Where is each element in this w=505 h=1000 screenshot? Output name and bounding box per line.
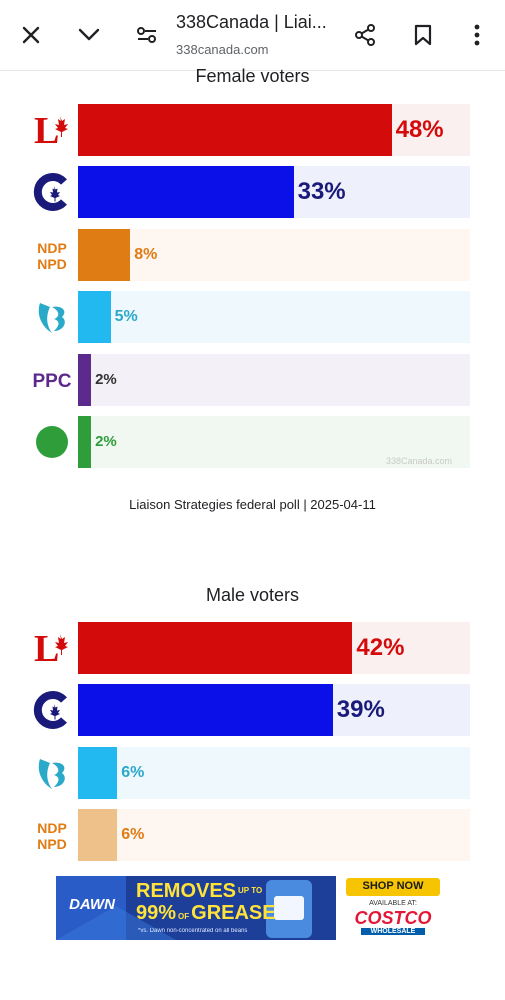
page-title: 338Canada | Liai... <box>176 12 327 32</box>
bar-ndp <box>78 228 131 281</box>
bar-ndp <box>78 809 118 862</box>
bar-label-lpc: 42% <box>356 634 405 661</box>
bookmark-icon[interactable] <box>406 18 440 52</box>
ad-headline-sup1: UP TO <box>238 886 263 895</box>
party-logo-cpc-icon <box>28 686 76 734</box>
svg-text:PPC: PPC <box>32 371 71 392</box>
bar-row: 6% <box>78 746 470 799</box>
ad-headline: REMOVES UP TO 99% OF GREASE <box>136 880 276 928</box>
bar-label-bq: 6% <box>121 763 145 781</box>
ad-banner[interactable]: DAWN REMOVES UP TO 99% OF GREASE *vs. Dawn … <box>56 876 448 940</box>
svg-text:L: L <box>34 110 59 150</box>
bar-row: 33% <box>78 166 470 219</box>
bar-row: 39% <box>78 684 470 737</box>
bar-row: 5% <box>78 291 470 344</box>
party-logo-ppc-icon: PPC <box>28 356 76 404</box>
party-logo-ndp-icon: NDP NPD <box>28 811 76 859</box>
bar-row: 2% <box>78 353 470 406</box>
poll-caption: Liaison Strategies federal poll | 2025-0… <box>129 497 376 512</box>
watermark: 338Canada.com <box>386 456 453 466</box>
svg-text:NPD: NPD <box>37 836 67 852</box>
ad-headline-line1: REMOVES <box>136 880 237 902</box>
chevron-down-icon[interactable] <box>72 18 106 52</box>
bar-row: 48% <box>78 104 470 156</box>
ad-shop-now-button[interactable]: SHOP NOW <box>362 880 424 892</box>
bar-lpc <box>78 622 353 674</box>
bar-label-gpc: 2% <box>95 433 117 450</box>
page-url[interactable]: 338canada.com <box>176 42 269 57</box>
bar-label-ppc: 2% <box>95 370 117 388</box>
more-options-icon[interactable] <box>460 18 494 52</box>
browser-toolbar: 338Canada | Liai... 338canada.com <box>0 0 505 71</box>
svg-text:NPD: NPD <box>37 256 67 272</box>
bar-bq <box>78 746 118 799</box>
party-logo-bq-icon <box>28 293 76 341</box>
bar-row: 2% <box>78 416 470 468</box>
ad-headline-line3: GREASE <box>191 902 276 924</box>
ad-available-at: AVAILABLE AT: <box>369 900 417 907</box>
bar-label-ndp: 6% <box>121 826 145 844</box>
share-icon[interactable] <box>348 18 382 52</box>
chart-title-male: Male voters <box>205 585 300 605</box>
party-logo-lpc-icon: L <box>28 106 76 154</box>
bar-cpc <box>78 684 333 737</box>
bar-ppc <box>78 353 92 406</box>
bar-row: 42% <box>78 622 470 674</box>
bar-label-bq: 5% <box>114 308 138 326</box>
party-logo-cpc-icon <box>28 168 76 216</box>
svg-text:NDP: NDP <box>37 240 67 256</box>
bar-lpc <box>78 104 392 156</box>
svg-text:NDP: NDP <box>37 820 67 836</box>
bar-cpc <box>78 166 294 219</box>
party-logo-gpc-icon <box>28 418 76 466</box>
close-icon[interactable] <box>14 18 48 52</box>
bar-bq <box>78 291 111 344</box>
party-logo-ndp-icon: NDP NPD <box>28 231 76 279</box>
bar-label-cpc: 33% <box>297 178 346 206</box>
svg-text:L: L <box>34 628 59 668</box>
ad-brand: DAWN <box>69 896 115 913</box>
bar-row: 6% <box>78 809 470 862</box>
ad-headline-sup2: OF <box>178 912 190 921</box>
ad-headline-line2: 99% <box>136 902 177 924</box>
party-logo-lpc-icon: L <box>28 624 76 672</box>
ad-retailer-logo: COSTCO <box>354 908 432 928</box>
chart-title-female: Female voters <box>195 66 310 86</box>
bar-row: 8% <box>78 228 470 281</box>
bar-label-cpc: 39% <box>336 696 385 724</box>
site-settings-icon[interactable] <box>130 18 164 52</box>
bar-gpc <box>78 416 92 468</box>
ad-fineprint: *vs. Dawn non-concentrated on all beans <box>138 928 248 934</box>
bar-label-lpc: 48% <box>395 116 444 143</box>
party-logo-bq-icon <box>28 749 76 797</box>
ad-retailer-sub: WHOLESALE <box>361 928 425 935</box>
bar-label-ndp: 8% <box>134 245 158 263</box>
